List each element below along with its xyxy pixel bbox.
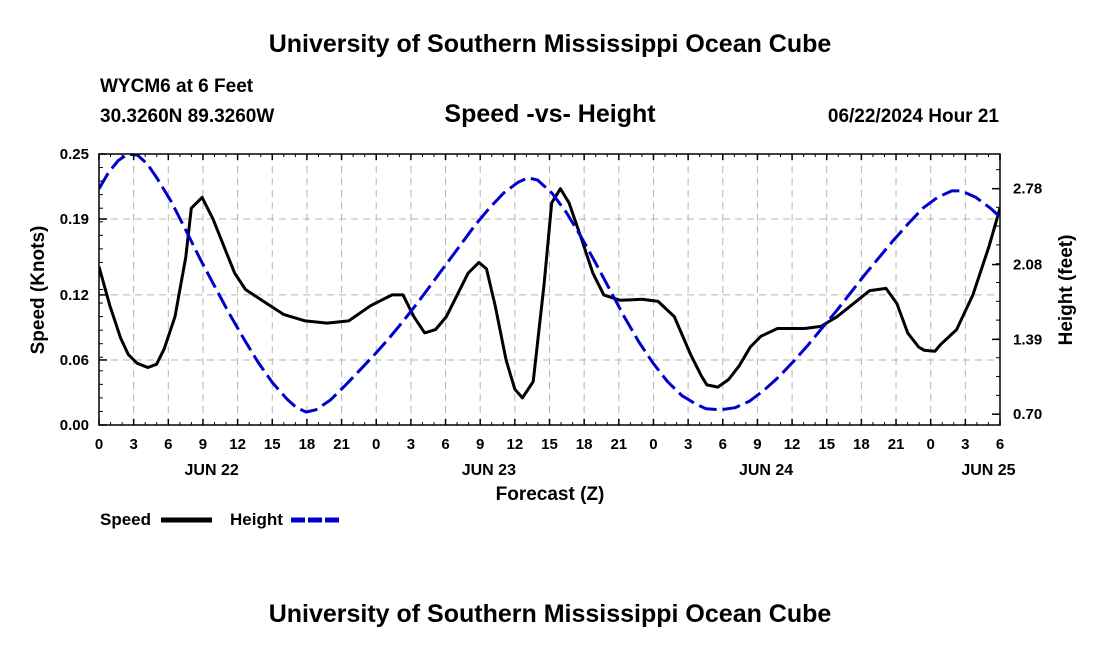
y-tick-label-left: 0.00 (60, 417, 89, 434)
x-tick-label: 12 (507, 436, 524, 453)
x-tick-label: 21 (888, 436, 905, 453)
title-bottom: University of Southern Mississippi Ocean… (268, 600, 832, 628)
y-axis-title-left: Speed (Knots) (28, 226, 49, 355)
chart-title: Speed -vs- Height (444, 100, 656, 128)
station-label: WYCM6 at 6 Feet (100, 76, 254, 97)
x-tick-label: 18 (853, 436, 870, 453)
y-tick-label-left: 0.19 (60, 211, 89, 228)
x-tick-label: 0 (372, 436, 380, 453)
timestamp-label: 06/22/2024 Hour 21 (827, 106, 999, 127)
x-tick-label: 15 (264, 436, 281, 453)
x-tick-label: 15 (541, 436, 558, 453)
x-tick-label: 21 (610, 436, 627, 453)
title-top: University of Southern Mississippi Ocean… (268, 30, 832, 58)
y-tick-label-left: 0.25 (60, 146, 89, 163)
day-label: JUN 24 (739, 462, 793, 479)
grid (99, 154, 1000, 425)
x-tick-label: 9 (753, 436, 761, 453)
y-tick-label-left: 0.06 (60, 352, 89, 369)
day-label: JUN 23 (462, 462, 516, 479)
height-series-line (99, 154, 1000, 414)
x-tick-label: 9 (199, 436, 207, 453)
series-group (99, 154, 1000, 414)
x-tick-label: 18 (576, 436, 593, 453)
y-tick-label-right: 2.08 (1013, 257, 1042, 274)
x-tick-label: 18 (299, 436, 316, 453)
y-tick-label-right: 2.78 (1013, 181, 1042, 198)
x-tick-label: 12 (229, 436, 246, 453)
x-tick-label: 6 (996, 436, 1004, 453)
y-tick-label-right: 1.39 (1013, 331, 1042, 348)
x-tick-label: 0 (649, 436, 657, 453)
x-tick-label: 15 (818, 436, 835, 453)
x-tick-label: 12 (784, 436, 801, 453)
legend-speed-label: Speed (100, 510, 151, 529)
x-tick-label: 6 (164, 436, 172, 453)
x-tick-label: 0 (927, 436, 935, 453)
x-axis-title: Forecast (Z) (496, 484, 605, 505)
x-tick-label: 3 (407, 436, 415, 453)
x-tick-label: 9 (476, 436, 484, 453)
day-label: JUN 25 (961, 462, 1015, 479)
legend: Speed Height (100, 510, 342, 529)
x-tick-label: 3 (684, 436, 692, 453)
x-tick-label: 3 (961, 436, 969, 453)
x-tick-label: 0 (95, 436, 103, 453)
y-tick-label-left: 0.12 (60, 287, 89, 304)
x-tick-label: 6 (441, 436, 449, 453)
day-label: JUN 22 (185, 462, 239, 479)
y-axis-title-right: Height (feet) (1056, 235, 1077, 346)
coordinates-label: 30.3260N 89.3260W (100, 106, 275, 127)
y-tick-label-right: 0.70 (1013, 406, 1042, 423)
axis-labels: 0 3 6 9 12 15 18 21 0 3 6 9 12 15 18 21 0 3 6 9 12 15 18 21 0 3 6J… (60, 146, 1042, 479)
speed-series-line (99, 187, 1000, 400)
x-tick-label: 6 (719, 436, 727, 453)
x-tick-label: 3 (129, 436, 137, 453)
axis-ticks (98, 153, 1001, 426)
legend-height-label: Height (230, 510, 283, 529)
x-tick-label: 21 (333, 436, 350, 453)
